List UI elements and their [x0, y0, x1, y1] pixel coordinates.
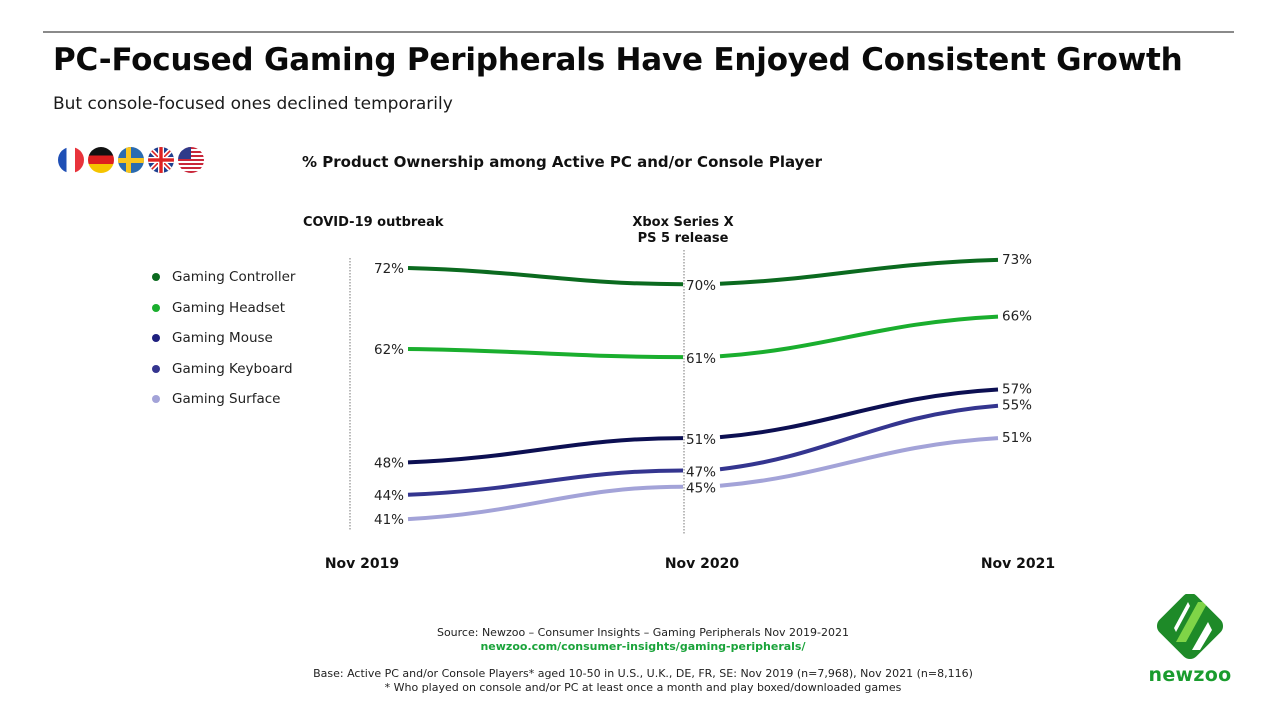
legend-label: Gaming Surface	[172, 391, 281, 408]
source-text: Source: Newzoo – Consumer Insights – Gam…	[436, 626, 850, 639]
newzoo-logo: newzoo	[1146, 592, 1234, 686]
data-label: 70%	[686, 278, 716, 294]
data-label: 55%	[1002, 398, 1032, 414]
uk-flag-icon	[148, 147, 174, 173]
legend-dot-icon	[152, 303, 160, 312]
data-label: 61%	[686, 351, 716, 367]
usa-flag-icon	[178, 147, 204, 173]
newzoo-logo-text: newzoo	[1148, 664, 1232, 686]
data-label: 48%	[374, 455, 404, 471]
series-line-segment	[407, 468, 684, 497]
series-line-segment	[407, 484, 684, 522]
page-subtitle: But console-focused ones declined tempor…	[53, 94, 453, 114]
data-label: 62%	[374, 342, 404, 358]
data-label: 41%	[374, 512, 404, 528]
country-flags	[58, 147, 204, 173]
series-line-segment	[719, 314, 999, 359]
console-release-line1: Xbox Series X	[632, 215, 734, 230]
console-release-annotation: Xbox Series X PS 5 release	[628, 215, 738, 247]
data-label: 66%	[1002, 309, 1032, 325]
data-label: 73%	[1002, 252, 1032, 268]
legend-item: Gaming Controller	[152, 262, 295, 293]
series-line-segment	[407, 436, 684, 465]
newzoo-logo-icon	[1156, 592, 1224, 660]
console-release-line2: PS 5 release	[637, 231, 729, 246]
data-label: 45%	[686, 481, 716, 497]
base-text: Base: Active PC and/or Console Players* …	[313, 667, 973, 680]
series-line-segment	[719, 403, 999, 472]
data-label: 51%	[1002, 430, 1032, 446]
legend-dot-icon	[152, 395, 160, 404]
data-label: 72%	[374, 261, 404, 277]
france-flag-icon	[58, 147, 84, 173]
series-line-segment	[407, 347, 684, 360]
germany-flag-icon	[88, 147, 114, 173]
data-label: 51%	[686, 432, 716, 448]
covid-annotation-label: COVID-19 outbreak	[303, 215, 444, 230]
source-link[interactable]: newzoo.com/consumer-insights/gaming-peri…	[480, 640, 806, 653]
footnote-text: * Who played on console and/or PC at lea…	[384, 681, 902, 694]
covid-annotation: COVID-19 outbreak	[303, 215, 444, 231]
series-line-segment	[719, 436, 999, 488]
legend-dot-icon	[152, 273, 160, 282]
series-line-segment	[719, 257, 999, 286]
data-label: 47%	[686, 465, 716, 481]
legend-label: Gaming Keyboard	[172, 360, 293, 377]
legend-item: Gaming Keyboard	[152, 354, 295, 385]
series-line-segment	[719, 387, 999, 440]
x-tick-label: Nov 2021	[981, 556, 1055, 572]
page-title: PC-Focused Gaming Peripherals Have Enjoy…	[53, 42, 1183, 78]
top-divider	[43, 31, 1234, 33]
legend-label: Gaming Controller	[172, 269, 296, 286]
chart-legend: Gaming Controller Gaming Headset Gaming …	[152, 262, 295, 415]
legend-label: Gaming Mouse	[172, 330, 273, 347]
data-label: 57%	[1002, 382, 1032, 398]
series-line-segment	[407, 266, 684, 287]
x-tick-label: Nov 2019	[325, 556, 399, 572]
sweden-flag-icon	[118, 147, 144, 173]
data-label: 44%	[374, 488, 404, 504]
legend-label: Gaming Headset	[172, 299, 285, 316]
x-tick-label: Nov 2020	[665, 556, 740, 572]
legend-item: Gaming Headset	[152, 293, 295, 324]
legend-dot-icon	[152, 334, 160, 343]
chart-title: % Product Ownership among Active PC and/…	[302, 153, 822, 171]
legend-item: Gaming Mouse	[152, 323, 295, 354]
legend-dot-icon	[152, 364, 160, 373]
legend-item: Gaming Surface	[152, 384, 295, 415]
